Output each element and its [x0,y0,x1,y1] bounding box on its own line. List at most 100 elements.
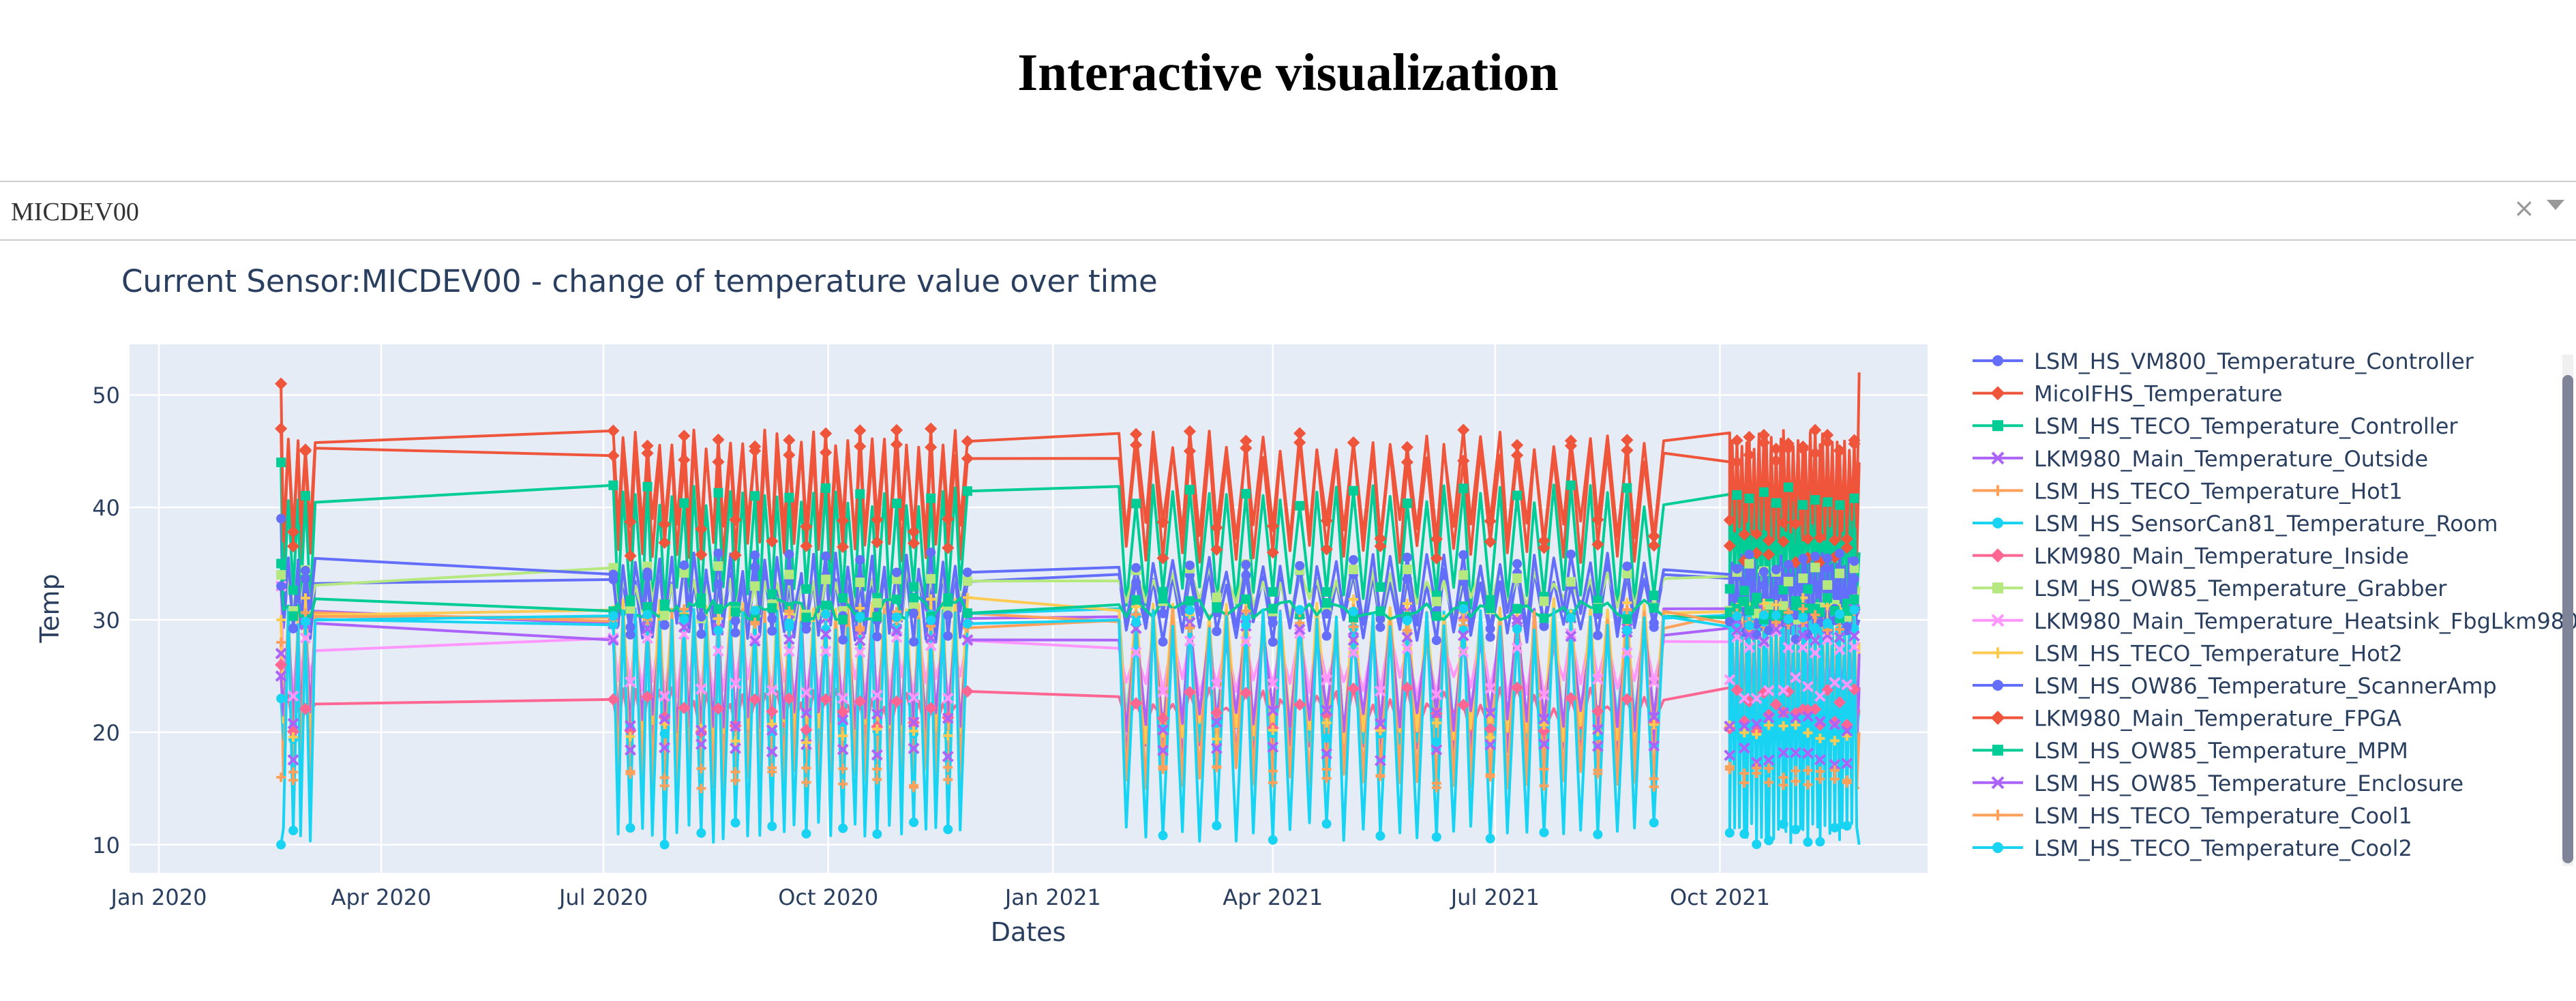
data-point-lsm-hs-teco-temperature-cool2 [1724,828,1735,838]
data-point-lkm980-main-temperature-outside [1790,747,1801,759]
data-point-lsm-hs-ow85-temperature-grabber [784,569,794,580]
data-point-micoifhs-temperature [1401,455,1413,468]
legend-item-lsm-hs-ow85-temperature-enclosure[interactable]: LSM_HS_OW85_Temperature_Enclosure [1973,771,2463,796]
legend-item-lkm980-main-temperature-heatsink-fbglkm980[interactable]: LKM980_Main_Temperature_Heatsink_FbgLkm9… [1973,608,2576,634]
data-point-lsm-hs-ow85-temperature-mpm [1485,603,1495,613]
data-point-lsm-hs-teco-temperature-cool2 [821,609,831,619]
data-point-lsm-hs-teco-temperature-cool2 [696,828,706,838]
data-point-lsm-hs-teco-temperature-hot2 [855,603,865,614]
data-point-lsm-hs-sensorcan81-temperature-room [276,693,286,704]
data-point-lsm-hs-teco-temperature-cool2 [1829,822,1840,833]
legend-item-lsm-hs-vm800-temperature-controller[interactable]: LSM_HS_VM800_Temperature_Controller [1973,348,2474,374]
legend-item-lsm-hs-teco-temperature-hot2[interactable]: LSM_HS_TECO_Temperature_Hot2 [1973,640,2403,666]
data-point-lsm-hs-teco-temperature-controller [1803,584,1813,595]
data-point-lsm-hs-teco-temperature-cool1 [1349,622,1359,632]
data-point-lkm980-main-temperature-outside [1210,743,1223,755]
data-point-lkm980-main-temperature-inside [1782,685,1795,698]
data-point-lkm980-main-temperature-fpga [678,430,691,443]
legend-item-lsm-hs-ow85-temperature-grabber[interactable]: LSM_HS_OW85_Temperature_Grabber [1973,576,2447,601]
data-point-lkm980-main-temperature-outside [1431,744,1443,756]
data-point-lkm980-main-temperature-heatsink-fbglkm980 [1621,646,1633,659]
data-point-lkm980-main-temperature-outside [837,743,849,756]
data-point-lsm-hs-ow85-temperature-enclosure [1790,712,1801,723]
data-point-lsm-hs-ow85-temperature-enclosure [1797,629,1809,642]
data-point-micoifhs-temperature [1591,538,1604,551]
data-point-lsm-hs-vm800-temperature-controller [838,635,848,645]
data-point-lsm-hs-ow85-temperature-enclosure [1724,720,1736,732]
data-point-lsm-hs-ow86-temperature-scanneramp [1744,550,1754,560]
data-point-lkm980-main-temperature-inside [1769,698,1782,711]
data-point-lsm-hs-teco-temperature-controller [784,492,794,503]
data-point-lkm980-main-temperature-fpga [1723,513,1736,526]
data-point-lsm-hs-teco-temperature-hot2 [1771,599,1781,610]
data-point-lsm-hs-teco-temperature-cool2 [1349,606,1359,616]
data-point-lsm-hs-teco-temperature-cool2 [1158,831,1168,841]
legend-item-lsm-hs-teco-temperature-controller[interactable]: LSM_HS_TECO_Temperature_Controller [1973,413,2458,439]
data-point-lkm980-main-temperature-fpga [1430,533,1443,546]
legend-item-lkm980-main-temperature-fpga[interactable]: LKM980_Main_Temperature_FPGA [1973,706,2401,732]
legend-item-lkm980-main-temperature-outside[interactable]: LKM980_Main_Temperature_Outside [1973,446,2428,472]
data-point-lsm-hs-teco-temperature-cool1 [784,606,794,616]
data-point-lkm980-main-temperature-fpga [766,535,779,548]
data-point-lkm980-main-temperature-fpga [820,427,833,440]
data-point-lsm-hs-ow85-temperature-enclosure [1770,623,1782,635]
data-point-lsm-hs-ow86-temperature-scanneramp [1268,618,1278,628]
data-point-lkm980-main-temperature-inside [1763,708,1776,721]
chart-title: Current Sensor:MICDEV00 - change of temp… [121,263,1158,299]
data-point-micoifhs-temperature [1183,445,1197,458]
legend-item-lkm980-main-temperature-inside[interactable]: LKM980_Main_Temperature_Inside [1973,543,2409,569]
data-point-lsm-hs-ow85-temperature-mpm [1158,593,1168,603]
data-point-lsm-hs-ow85-temperature-enclosure [730,720,741,732]
legend-item-lsm-hs-teco-temperature-cool2[interactable]: LSM_HS_TECO_Temperature_Cool2 [1973,835,2412,861]
data-point-lsm-hs-teco-temperature-cool2 [1512,624,1523,634]
data-point-lsm-hs-teco-temperature-controller [1849,493,1859,503]
data-point-lsm-hs-vm800-temperature-controller [1131,578,1141,588]
data-point-lkm980-main-temperature-fpga [1130,428,1143,440]
data-point-lsm-hs-teco-temperature-controller [1732,490,1742,500]
data-point-lsm-hs-teco-temperature-cool1 [909,780,919,790]
data-point-lsm-hs-teco-temperature-cool1 [1829,774,1840,784]
legend-item-lsm-hs-ow85-temperature-mpm[interactable]: LSM_HS_OW85_Temperature_MPM [1973,738,2408,764]
data-point-lsm-hs-ow85-temperature-enclosure [642,623,653,635]
data-point-lsm-hs-teco-temperature-cool1 [1375,771,1386,781]
legend-item-lsm-hs-sensorcan81-temperature-room[interactable]: LSM_HS_SensorCan81_Temperature_Room [1973,511,2498,537]
data-point-lkm980-main-temperature-outside [1763,754,1775,766]
legend-label: LKM980_Main_Temperature_Heatsink_FbgLkm9… [2034,608,2576,634]
data-point-lsm-hs-vm800-temperature-controller [1849,574,1859,584]
data-point-lsm-hs-teco-temperature-controller [1724,584,1735,594]
data-point-lsm-hs-teco-temperature-cool1 [730,775,740,786]
data-point-micoifhs-temperature [1731,455,1743,468]
data-point-lsm-hs-ow85-temperature-grabber [1778,601,1788,611]
data-point-lkm980-main-temperature-inside [1401,681,1413,694]
data-point-lkm980-main-temperature-inside [299,702,312,715]
data-point-lkm980-main-temperature-inside [1828,715,1841,728]
data-point-lsm-hs-teco-temperature-cool2 [855,612,865,622]
legend-item-lsm-hs-ow86-temperature-scanneramp[interactable]: LSM_HS_OW86_Temperature_ScannerAmp [1973,673,2497,699]
data-point-lsm-hs-ow85-temperature-grabber [1622,569,1632,579]
data-point-lkm980-main-temperature-heatsink-fbglkm980 [287,690,299,702]
data-point-lsm-hs-ow85-temperature-enclosure [890,625,903,638]
data-point-micoifhs-temperature [275,422,288,435]
legend-item-lsm-hs-teco-temperature-cool1[interactable]: LSM_HS_TECO_Temperature_Cool1 [1973,803,2412,828]
data-point-lsm-hs-ow85-temperature-enclosure [1763,712,1775,723]
data-point-lsm-hs-teco-temperature-cool1 [625,766,635,777]
data-point-lsm-hs-ow86-temperature-scanneramp [1512,558,1523,569]
data-point-lsm-hs-teco-temperature-hot1 [1829,765,1840,775]
data-point-lsm-hs-teco-temperature-controller [1593,595,1603,606]
data-point-lsm-hs-vm800-temperature-controller [1810,580,1821,590]
clear-icon[interactable]: × [2513,193,2535,223]
data-point-lsm-hs-ow85-temperature-grabber [1431,597,1441,607]
data-point-lkm980-main-temperature-heatsink-fbglkm980 [642,632,653,644]
data-point-lsm-hs-teco-temperature-hot2 [288,732,299,743]
data-point-lsm-hs-ow86-temperature-scanneramp [1321,609,1332,619]
sensor-dropdown[interactable]: MICDEV00 × [0,181,2576,241]
data-point-lkm980-main-temperature-inside [820,693,833,706]
legend-scrollbar-thumb[interactable] [2562,375,2573,863]
legend-item-lsm-hs-teco-temperature-hot1[interactable]: LSM_HS_TECO_Temperature_Hot1 [1973,478,2403,504]
data-point-micoifhs-temperature [1374,539,1387,553]
data-point-lsm-hs-ow85-temperature-grabber [855,577,865,587]
legend-item-micoifhs-temperature[interactable]: MicoIFHS_Temperature [1973,381,2283,407]
data-point-lkm980-main-temperature-inside [1484,722,1497,736]
data-point-lkm980-main-temperature-inside [1457,698,1470,711]
chevron-down-icon[interactable] [2547,200,2564,210]
